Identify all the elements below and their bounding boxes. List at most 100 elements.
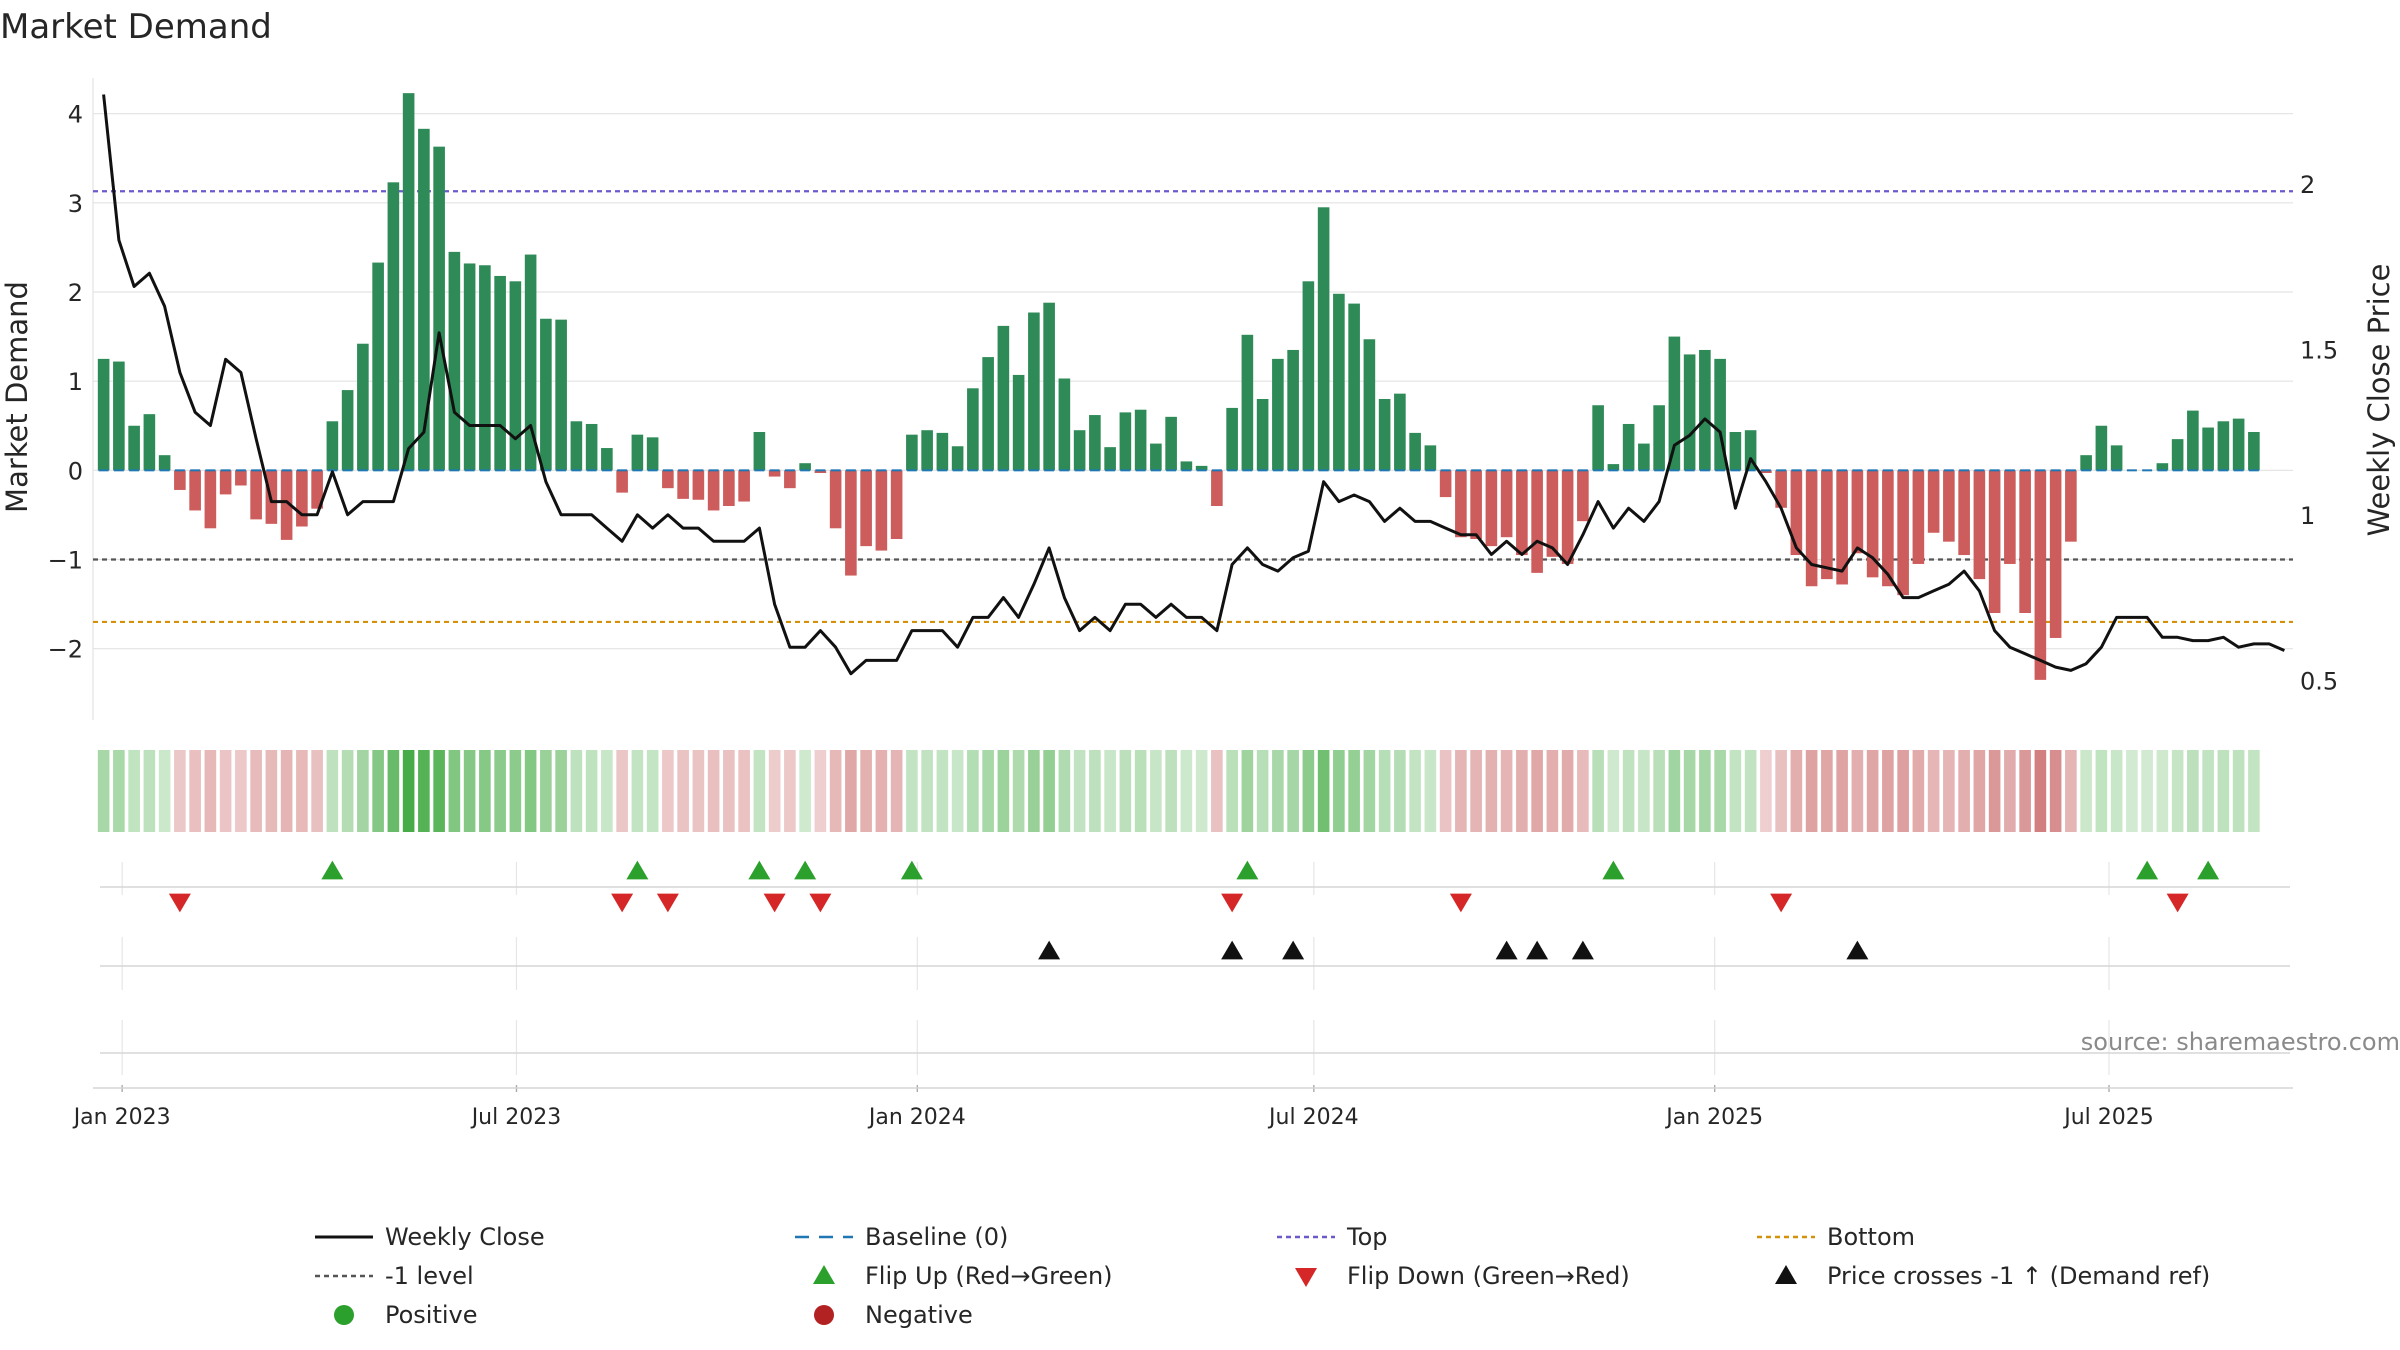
flip-down-marker: [2166, 893, 2189, 913]
demand-bar: [1805, 470, 1818, 587]
demand-bar: [2202, 427, 2214, 471]
heat-cell: [1317, 750, 1330, 832]
demand-bar: [799, 463, 811, 471]
y-tick-label: −1: [48, 547, 83, 575]
demand-bar: [1195, 465, 1208, 471]
price-cross-marker: [1221, 940, 1244, 960]
y-axis-right: 0.5 1 1.5 2: [2300, 171, 2338, 695]
demand-bar: [357, 343, 369, 471]
y-tick-label: 0: [68, 457, 83, 485]
x-tick-label: Jan 2023: [72, 1105, 171, 1130]
heat-cell: [631, 750, 644, 832]
legend-item-negative: Negative: [814, 1301, 973, 1329]
heat-cell: [646, 750, 659, 832]
source-label: source: sharemaestro.com: [2081, 1028, 2400, 1056]
demand-bar: [814, 470, 827, 474]
heat-cell: [1866, 750, 1879, 832]
demand-bar: [1638, 443, 1650, 471]
signal-rows: [93, 860, 2293, 1092]
heat-cell: [1577, 750, 1589, 832]
x-tick-label: Jul 2024: [1267, 1105, 1359, 1130]
heat-cell: [509, 750, 522, 832]
demand-bar: [784, 470, 796, 489]
flip-down-marker: [1449, 893, 1472, 913]
legend-swatch: [1775, 1265, 1797, 1284]
heat-cell: [1378, 750, 1391, 832]
y-right-tick-label: 0.5: [2300, 667, 2338, 695]
demand-bar: [1241, 334, 1254, 471]
demand-bar: [1058, 378, 1071, 471]
legend-swatch: [814, 1305, 834, 1325]
heat-cell: [250, 750, 262, 832]
demand-bar: [1622, 423, 1635, 471]
heat-cell: [326, 750, 339, 832]
heat-cell: [723, 750, 735, 832]
heat-cell: [1165, 750, 1177, 832]
demand-bar: [143, 414, 156, 471]
demand-bar: [189, 470, 201, 511]
heat-cell: [1028, 750, 1040, 832]
heat-cell: [1272, 750, 1284, 832]
demand-bar: [768, 470, 781, 477]
y-tick-label: −2: [48, 636, 83, 664]
heat-cell: [2080, 750, 2092, 832]
demand-bar: [662, 470, 674, 489]
heat-cell: [1622, 750, 1635, 832]
demand-bar: [646, 437, 659, 471]
demand-bar: [677, 470, 689, 499]
demand-bar: [1531, 470, 1543, 573]
heat-cell: [1424, 750, 1437, 832]
heat-cell: [1729, 750, 1742, 832]
demand-bar: [1287, 349, 1299, 471]
demand-bar: [174, 470, 186, 490]
heat-cell: [1653, 750, 1665, 832]
weekly-close-series: [102, 94, 2285, 676]
legend-item-baseline: Baseline (0): [795, 1223, 1008, 1251]
flip-up-marker: [1236, 860, 1259, 880]
heat-cell: [479, 750, 491, 832]
heat-cell: [1134, 750, 1147, 832]
heat-cell: [555, 750, 567, 832]
heat-cell: [174, 750, 186, 832]
legend-item-flip-down: Flip Down (Green→Red): [1295, 1262, 1630, 1290]
heat-cell: [1363, 750, 1376, 832]
heat-cell: [2095, 750, 2108, 832]
flip-up-marker: [748, 860, 771, 880]
demand-bar: [97, 358, 110, 471]
demand-bar: [1394, 393, 1406, 471]
demand-bar: [570, 421, 583, 471]
legend-label: -1 level: [385, 1262, 474, 1290]
demand-bar: [372, 262, 384, 471]
heat-cell: [1592, 750, 1604, 832]
heat-cell: [1455, 750, 1467, 832]
flip-up-marker: [2197, 860, 2220, 880]
heat-cell: [951, 750, 964, 832]
heat-cell: [2004, 750, 2016, 832]
demand-bar: [235, 470, 247, 486]
heat-cell: [677, 750, 689, 832]
demand-bar: [448, 251, 461, 471]
heat-cell: [1211, 750, 1223, 832]
heat-cell: [1119, 750, 1132, 832]
heat-cell: [524, 750, 537, 832]
legend-label: Flip Down (Green→Red): [1347, 1262, 1630, 1290]
heat-cell: [235, 750, 247, 832]
demand-bar: [1104, 447, 1116, 471]
flip-up-marker: [626, 860, 649, 880]
heat-cell: [341, 750, 354, 832]
demand-bar: [707, 470, 720, 511]
demand-bar: [1561, 470, 1574, 564]
heat-cell: [1775, 750, 1787, 832]
heat-cell: [2217, 750, 2230, 832]
heat-cell: [2248, 750, 2260, 832]
y-tick-label: 3: [68, 190, 83, 218]
demand-bar: [1317, 207, 1330, 471]
demand-heatmap-strip: [97, 750, 2260, 832]
demand-bar: [311, 470, 323, 509]
heat-cell: [1485, 750, 1498, 832]
heat-cell: [280, 750, 293, 832]
demand-bar: [2095, 425, 2108, 471]
heat-cell: [1439, 750, 1452, 832]
chart-title: Market Demand: [0, 7, 272, 47]
